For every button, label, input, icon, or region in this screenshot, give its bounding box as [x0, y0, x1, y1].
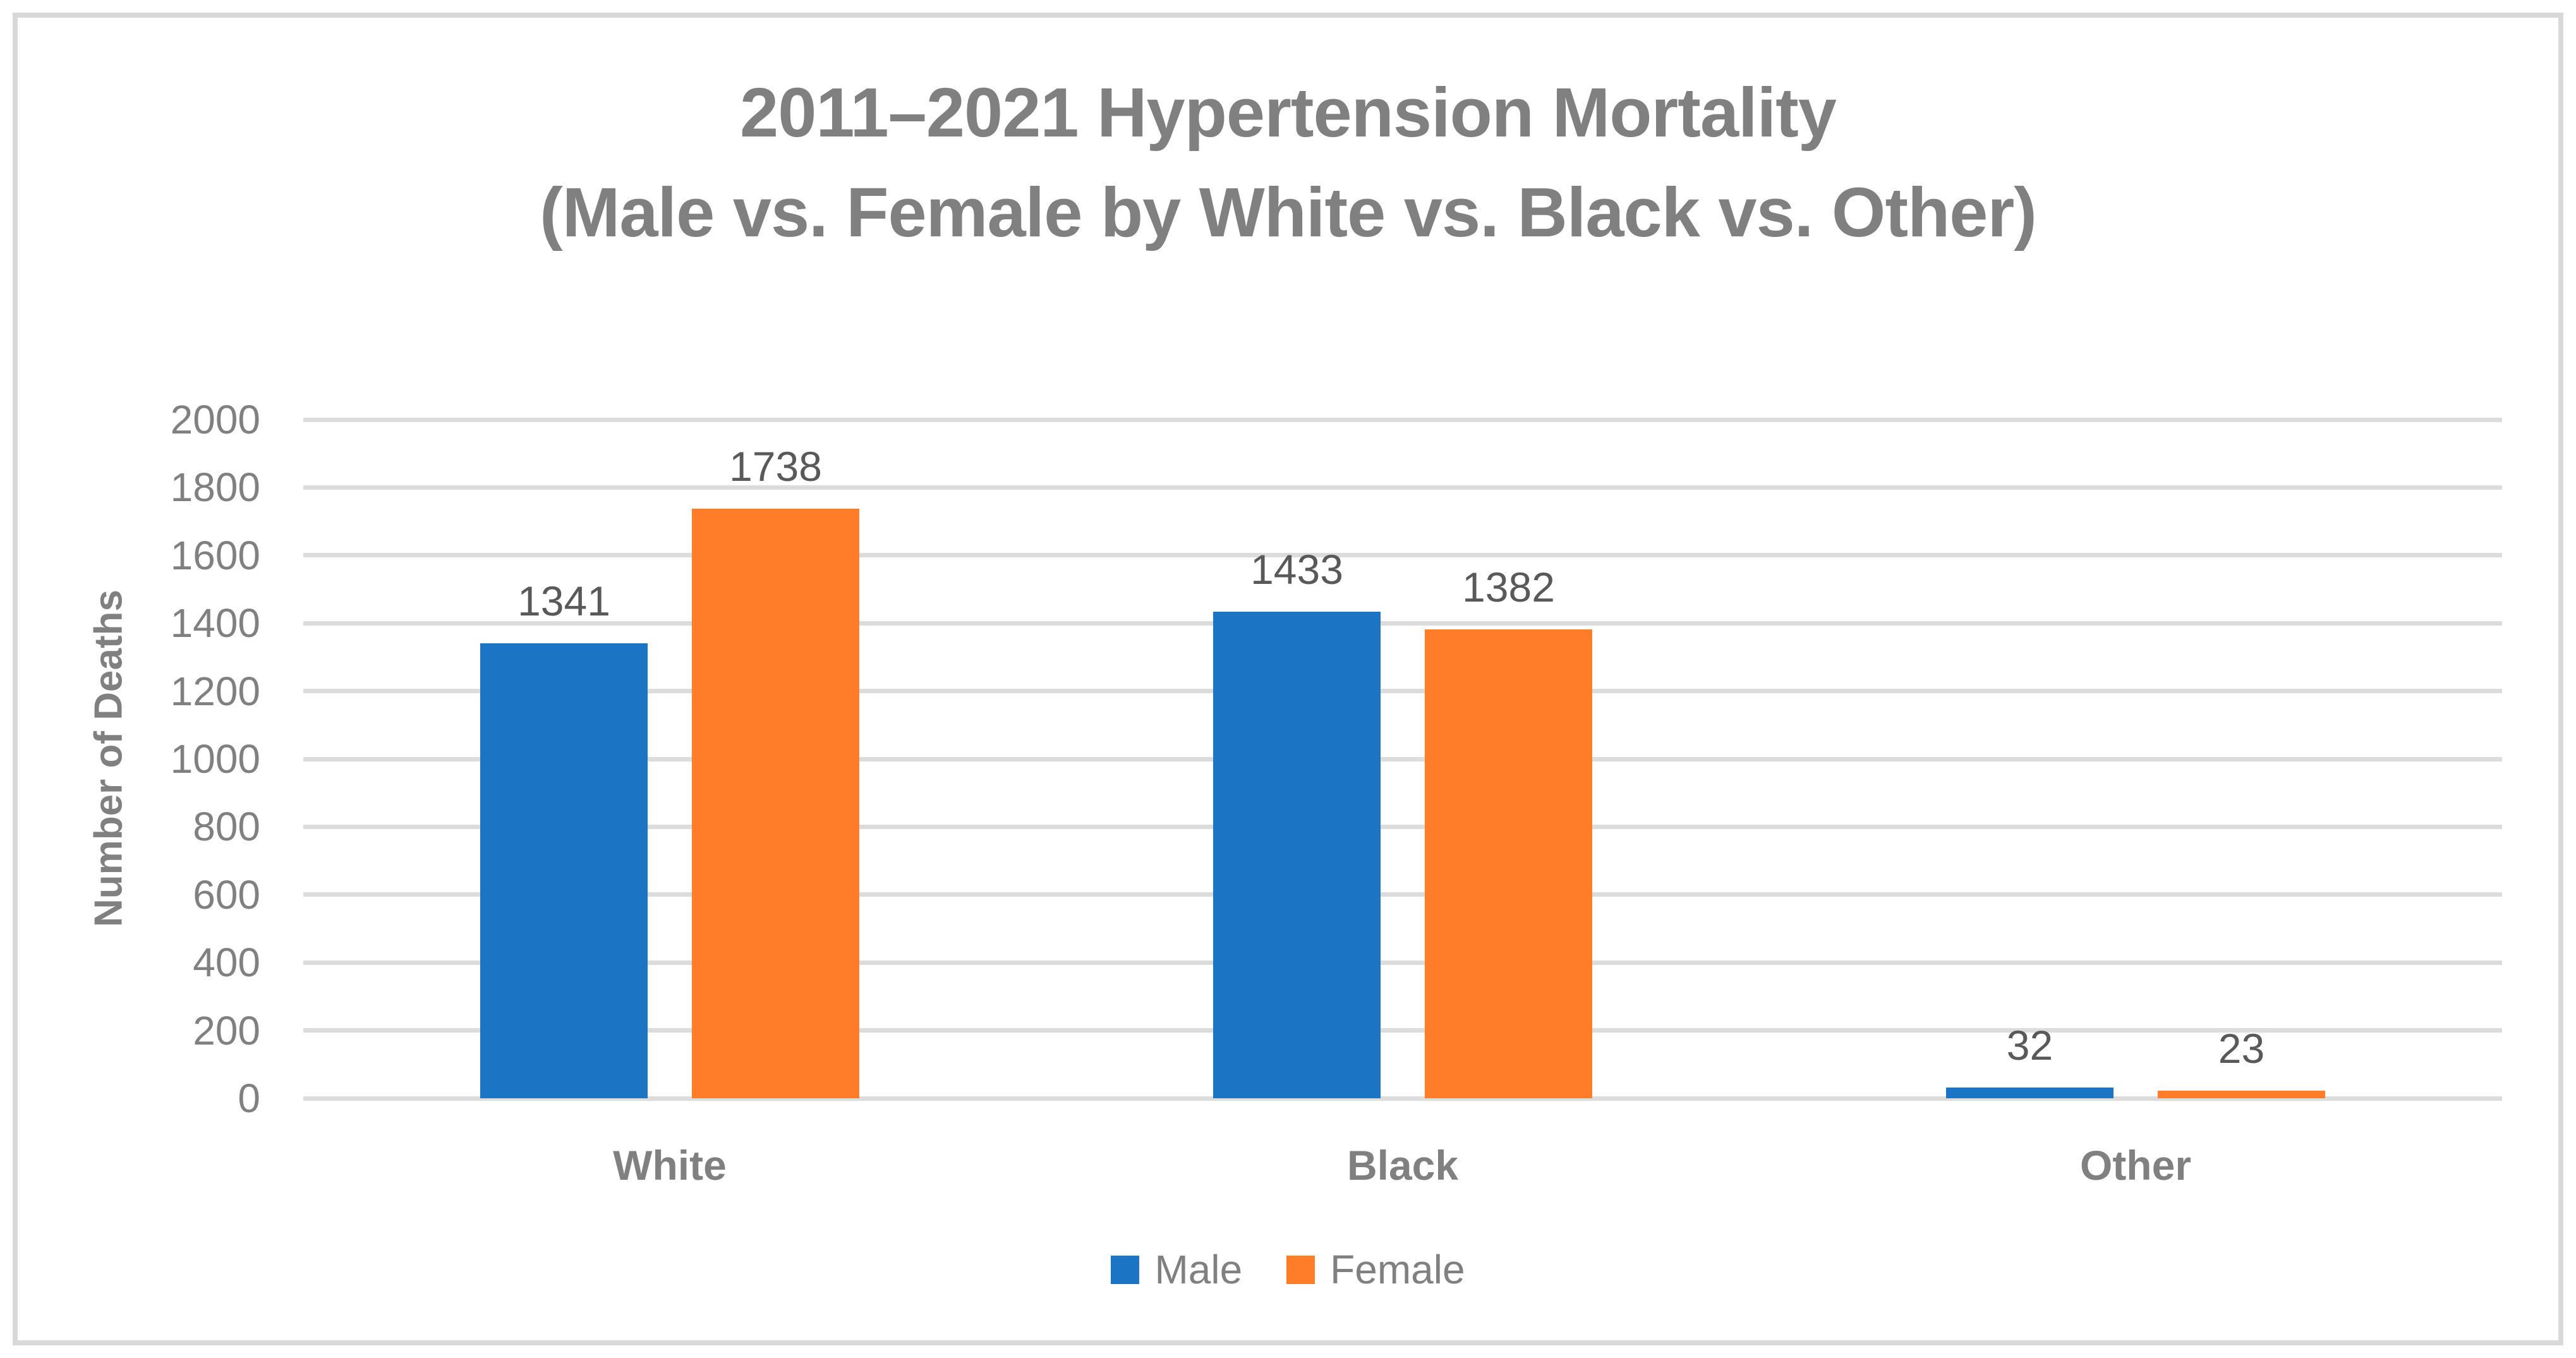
category-label-white: White: [613, 1142, 727, 1189]
gridline-400: [303, 960, 2502, 965]
gridline-1000: [303, 756, 2502, 761]
value-label-male-black: 1433: [1250, 546, 1343, 593]
bar-female-other: [2158, 1090, 2325, 1098]
legend-item-female: Female: [1286, 1246, 1465, 1293]
y-tick-label: 400: [193, 940, 260, 986]
legend-label-female: Female: [1330, 1247, 1465, 1292]
bar-male-other: [1946, 1087, 2113, 1098]
gridline-1800: [303, 485, 2502, 490]
legend-label-male: Male: [1154, 1247, 1243, 1292]
legend-swatch-male: [1111, 1255, 1140, 1284]
y-tick-label: 1600: [170, 532, 260, 578]
bar-female-white: [692, 508, 859, 1098]
bar-male-black: [1213, 612, 1381, 1098]
bar-male-white: [480, 643, 648, 1098]
y-tick-label: 1400: [170, 600, 260, 646]
y-tick-label: 1800: [170, 464, 260, 511]
chart-title: 2011–2021 Hypertension Mortality (Male v…: [0, 63, 2576, 263]
y-tick-label: 2000: [170, 397, 260, 442]
y-tick-label: 1200: [170, 668, 260, 714]
legend-swatch-female: [1286, 1255, 1315, 1284]
chart-title-line-1: 2011–2021 Hypertension Mortality: [740, 74, 1837, 152]
gridline-800: [303, 824, 2502, 829]
legend-item-male: Male: [1111, 1246, 1242, 1293]
y-tick-label: 1000: [170, 736, 260, 782]
value-label-female-black: 1382: [1462, 563, 1555, 610]
value-label-male-other: 32: [2006, 1021, 2053, 1069]
gridline-600: [303, 892, 2502, 897]
y-tick-label: 800: [193, 804, 260, 850]
y-tick-label: 600: [193, 871, 260, 918]
y-tick-label: 200: [193, 1007, 260, 1053]
gridline-1200: [303, 689, 2502, 694]
plot-area: 1341 1738 1433 1382 32 23: [303, 417, 2502, 1101]
category-label-black: Black: [1346, 1142, 1459, 1189]
gridline-0: [303, 1096, 2502, 1101]
value-label-female-other: 23: [2218, 1024, 2265, 1072]
y-tick-label: 0: [238, 1076, 260, 1121]
category-label-other: Other: [2079, 1142, 2192, 1189]
gridline-1400: [303, 621, 2502, 626]
gridline-1600: [303, 553, 2502, 558]
gridline-2000: [303, 417, 2502, 422]
bar-female-black: [1425, 629, 1592, 1098]
value-label-female-white: 1738: [729, 442, 822, 490]
chart-title-line-2: (Male vs. Female by White vs. Black vs. …: [540, 174, 2037, 252]
value-label-male-white: 1341: [517, 577, 610, 624]
legend: Male Female: [0, 1246, 2576, 1293]
gridline-200: [303, 1028, 2502, 1033]
